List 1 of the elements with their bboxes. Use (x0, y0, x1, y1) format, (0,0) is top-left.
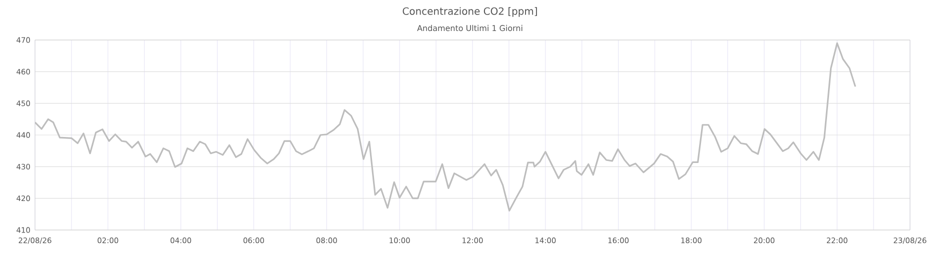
chart-title: Concentrazione CO2 [ppm] (402, 7, 537, 17)
